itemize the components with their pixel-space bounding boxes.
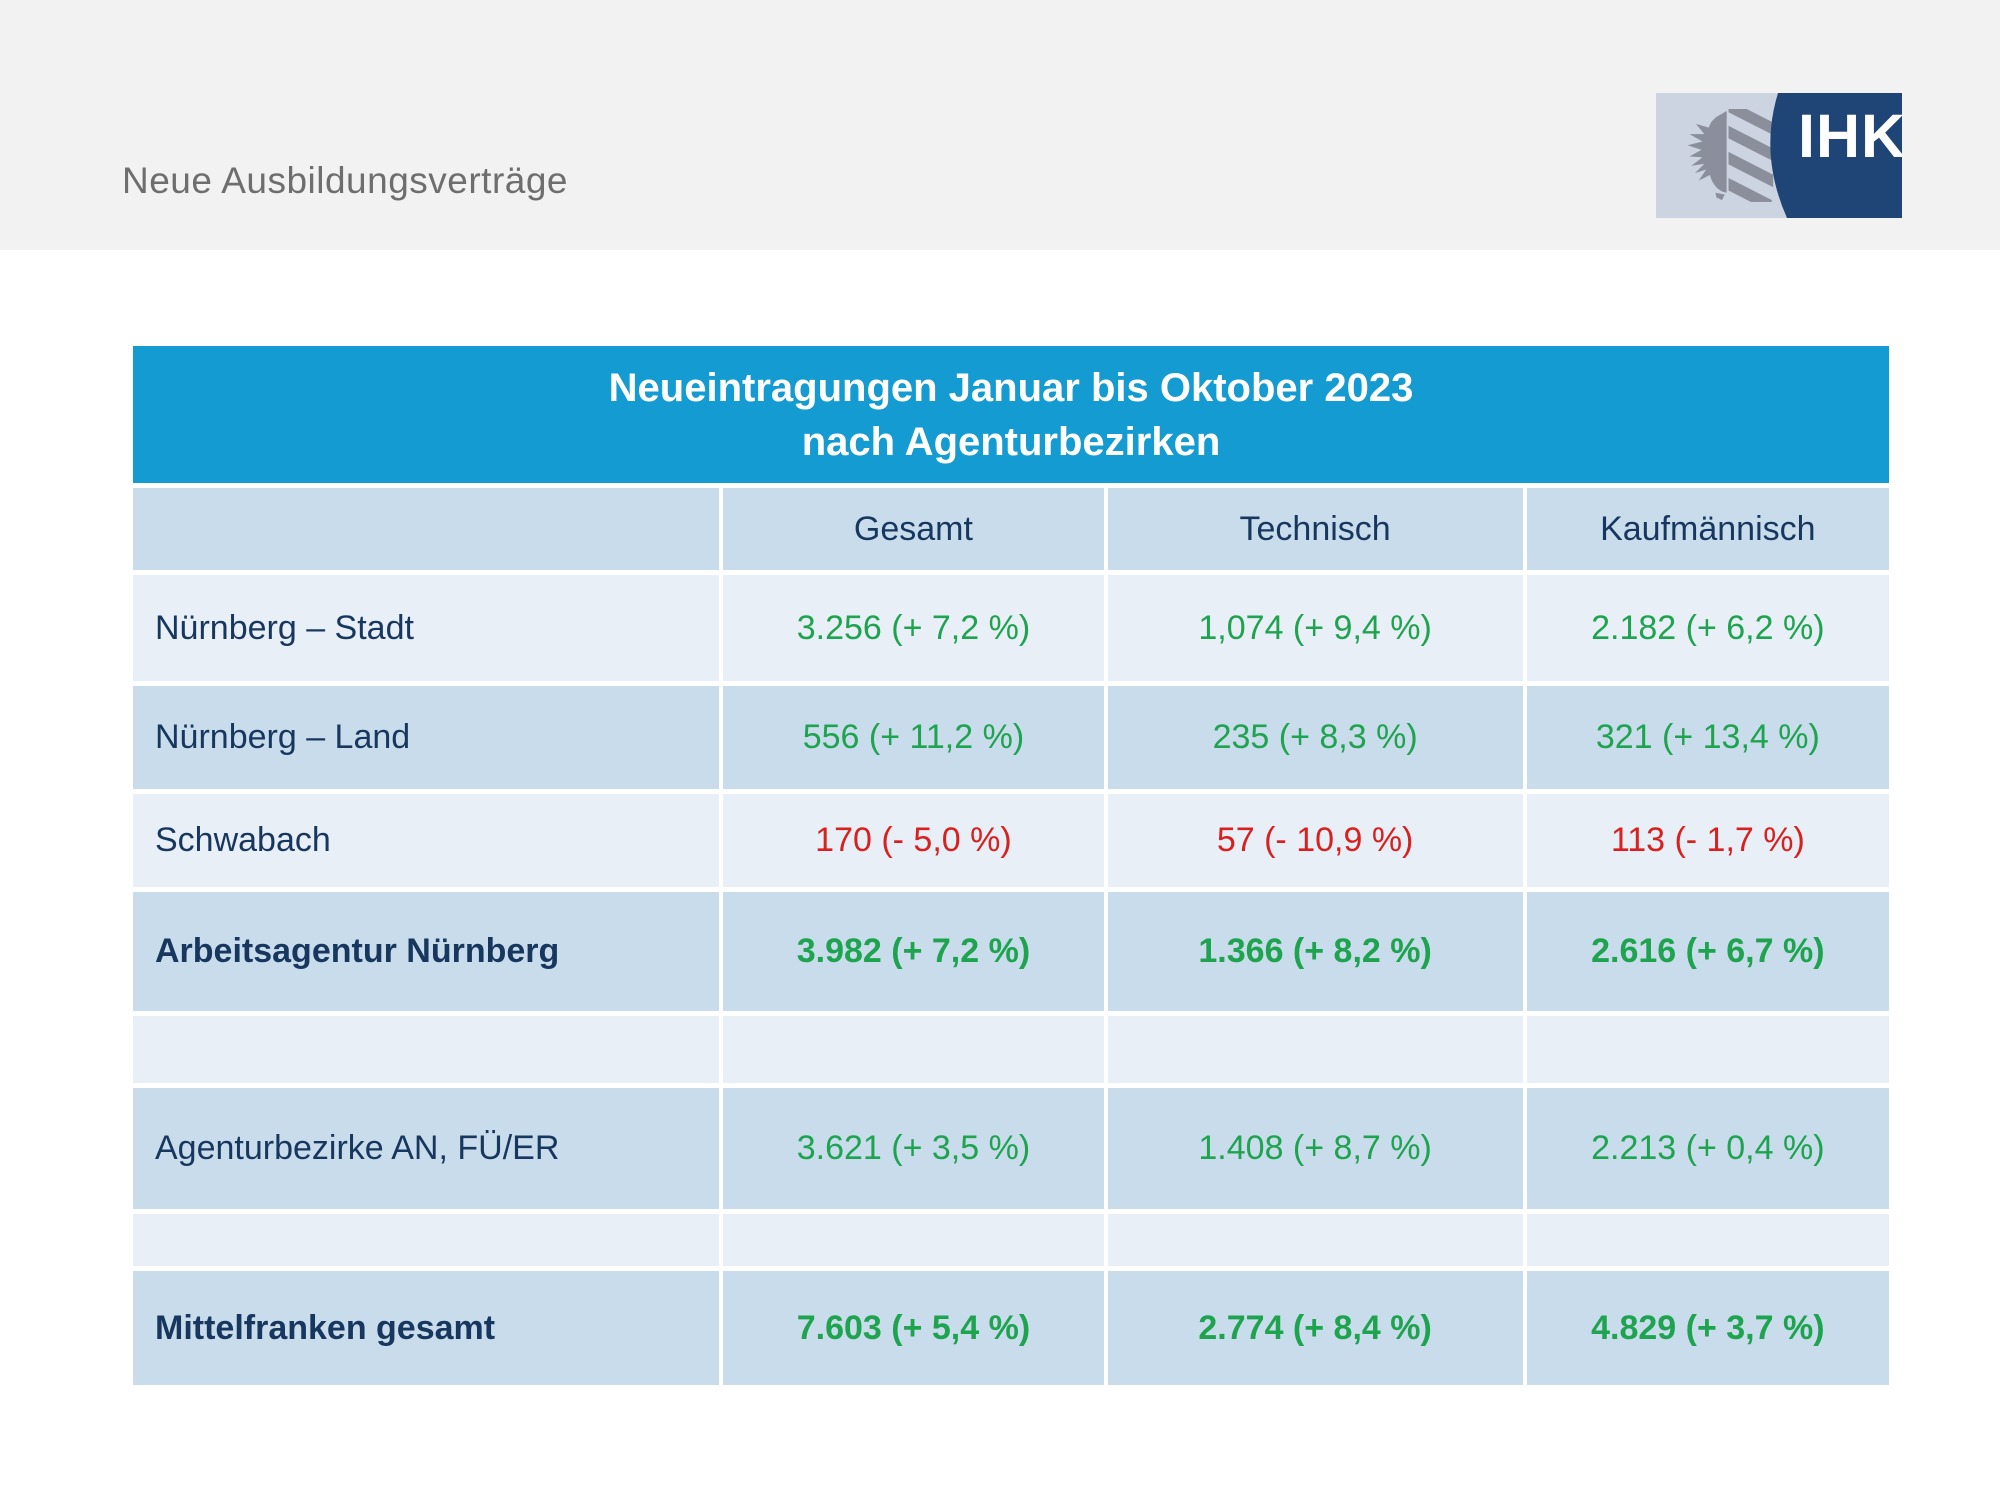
table-row-value: 1.366 (+ 8,2 %): [1107, 892, 1523, 1011]
table-title: Neueintragungen Januar bis Oktober 2023 …: [133, 346, 1889, 483]
table-title-line1: Neueintragungen Januar bis Oktober 2023: [608, 365, 1414, 410]
table-row-value: 113 (- 1,7 %): [1526, 794, 1889, 887]
table-row-label: [133, 1214, 720, 1266]
table-row-value: [723, 1214, 1104, 1266]
table-row-value: 556 (+ 11,2 %): [723, 686, 1104, 789]
eagle-emblem-icon: [1687, 109, 1774, 203]
table-row-value: 3.621 (+ 3,5 %): [723, 1088, 1104, 1209]
table-row-label: Nürnberg – Land: [133, 686, 720, 789]
table-row-value: 2.182 (+ 6,2 %): [1526, 575, 1889, 681]
table-row-label: Agenturbezirke AN, FÜ/ER: [133, 1088, 720, 1209]
table-row-value: 170 (- 5,0 %): [723, 794, 1104, 887]
table-row-value: [1107, 1016, 1523, 1083]
table-row-label: [133, 1016, 720, 1083]
logo-text: IHK: [1798, 102, 1902, 170]
table-row-label: Nürnberg – Stadt: [133, 575, 720, 681]
column-header-technisch: Technisch: [1107, 488, 1523, 570]
table-row-value: 3.982 (+ 7,2 %): [723, 892, 1104, 1011]
table-row-value: [1526, 1214, 1889, 1266]
table-row-label: Arbeitsagentur Nürnberg: [133, 892, 720, 1011]
table-row-value: 2.774 (+ 8,4 %): [1107, 1271, 1523, 1385]
slide-title: Neue Ausbildungsverträge: [122, 160, 569, 201]
table-row-value: 321 (+ 13,4 %): [1526, 686, 1889, 789]
table-row-value: 235 (+ 8,3 %): [1107, 686, 1523, 789]
column-header-kaufmaennisch: Kaufmännisch: [1526, 488, 1889, 570]
table-row-value: 7.603 (+ 5,4 %): [723, 1271, 1104, 1385]
table-row-value: 1,074 (+ 9,4 %): [1107, 575, 1523, 681]
ihk-logo: IHK: [1656, 93, 1902, 218]
table-row-value: [1107, 1214, 1523, 1266]
column-header-gesamt: Gesamt: [723, 488, 1104, 570]
table-row-label: Schwabach: [133, 794, 720, 887]
logo-navy-panel: [1770, 93, 1902, 218]
table-row-value: 2.213 (+ 0,4 %): [1526, 1088, 1889, 1209]
column-header-blank: [133, 488, 720, 570]
table-row-value: 2.616 (+ 6,7 %): [1526, 892, 1889, 1011]
table-row-label: Mittelfranken gesamt: [133, 1271, 720, 1385]
data-table: Neueintragungen Januar bis Oktober 2023 …: [133, 346, 1889, 1385]
table-title-line2: nach Agenturbezirken: [801, 419, 1221, 464]
table-row-value: [1526, 1016, 1889, 1083]
table-row-value: 1.408 (+ 8,7 %): [1107, 1088, 1523, 1209]
table-row-value: 57 (- 10,9 %): [1107, 794, 1523, 887]
table-row-value: [723, 1016, 1104, 1083]
table-row-value: 3.256 (+ 7,2 %): [723, 575, 1104, 681]
table-row-value: 4.829 (+ 3,7 %): [1526, 1271, 1889, 1385]
